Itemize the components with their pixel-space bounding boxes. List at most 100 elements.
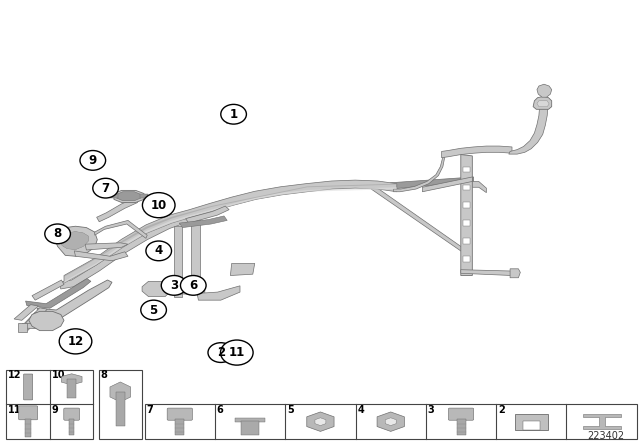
Polygon shape — [463, 185, 470, 190]
Polygon shape — [191, 220, 200, 291]
FancyBboxPatch shape — [116, 392, 125, 426]
Polygon shape — [59, 215, 189, 289]
Text: 4: 4 — [155, 244, 163, 258]
Polygon shape — [463, 238, 470, 244]
Polygon shape — [64, 184, 397, 277]
Text: 6: 6 — [217, 405, 223, 415]
Polygon shape — [61, 374, 82, 385]
Polygon shape — [230, 263, 255, 276]
FancyBboxPatch shape — [175, 419, 184, 435]
Text: 3: 3 — [170, 279, 178, 292]
Text: 12: 12 — [67, 335, 84, 348]
FancyBboxPatch shape — [24, 374, 33, 400]
Polygon shape — [390, 177, 474, 189]
Polygon shape — [22, 323, 48, 329]
FancyBboxPatch shape — [235, 418, 265, 422]
Polygon shape — [371, 184, 467, 255]
Text: 3: 3 — [428, 405, 435, 415]
Polygon shape — [179, 216, 227, 228]
Polygon shape — [463, 220, 470, 226]
Ellipse shape — [221, 340, 253, 365]
Text: 11: 11 — [228, 346, 245, 359]
Polygon shape — [461, 155, 472, 276]
FancyBboxPatch shape — [67, 379, 76, 398]
Text: 9: 9 — [52, 405, 59, 415]
FancyBboxPatch shape — [515, 414, 548, 430]
Text: 11: 11 — [8, 405, 22, 415]
Polygon shape — [537, 84, 552, 97]
FancyBboxPatch shape — [99, 370, 142, 439]
Polygon shape — [114, 190, 144, 202]
Ellipse shape — [180, 276, 206, 295]
Polygon shape — [307, 412, 334, 431]
Ellipse shape — [93, 178, 118, 198]
Ellipse shape — [146, 241, 172, 261]
Polygon shape — [55, 226, 97, 256]
Polygon shape — [140, 194, 148, 198]
Polygon shape — [422, 177, 472, 192]
Polygon shape — [37, 280, 112, 318]
Text: 7: 7 — [147, 405, 154, 415]
Text: 223402: 223402 — [587, 431, 624, 441]
Text: 8: 8 — [54, 227, 61, 241]
Text: 2: 2 — [217, 346, 225, 359]
Text: 8: 8 — [100, 370, 108, 380]
Text: 10: 10 — [52, 370, 65, 380]
FancyBboxPatch shape — [64, 408, 79, 420]
FancyBboxPatch shape — [69, 419, 74, 435]
Polygon shape — [385, 418, 396, 426]
Polygon shape — [377, 412, 404, 431]
Polygon shape — [168, 289, 205, 295]
Polygon shape — [463, 202, 470, 208]
Polygon shape — [26, 279, 91, 308]
Polygon shape — [64, 187, 397, 283]
FancyBboxPatch shape — [449, 408, 474, 420]
Polygon shape — [18, 323, 27, 332]
Polygon shape — [29, 311, 64, 331]
Ellipse shape — [141, 300, 166, 320]
FancyBboxPatch shape — [6, 370, 93, 439]
Polygon shape — [582, 414, 621, 429]
Polygon shape — [463, 167, 470, 172]
Polygon shape — [74, 251, 128, 261]
Polygon shape — [97, 198, 138, 222]
FancyBboxPatch shape — [523, 421, 540, 430]
Polygon shape — [461, 270, 512, 276]
Polygon shape — [116, 192, 141, 201]
Ellipse shape — [60, 329, 92, 354]
Polygon shape — [110, 194, 118, 198]
Polygon shape — [472, 181, 486, 193]
Ellipse shape — [143, 193, 175, 218]
Polygon shape — [510, 269, 520, 278]
Polygon shape — [85, 243, 128, 250]
FancyBboxPatch shape — [19, 406, 38, 420]
Polygon shape — [24, 308, 47, 325]
Polygon shape — [394, 157, 445, 192]
Text: 10: 10 — [150, 198, 167, 212]
Polygon shape — [32, 280, 64, 300]
Ellipse shape — [221, 104, 246, 124]
Ellipse shape — [208, 343, 234, 362]
Polygon shape — [442, 146, 512, 158]
Ellipse shape — [80, 151, 106, 170]
Polygon shape — [197, 286, 240, 300]
Polygon shape — [537, 101, 549, 107]
FancyBboxPatch shape — [167, 408, 193, 420]
Polygon shape — [315, 418, 326, 426]
Text: 7: 7 — [102, 181, 109, 195]
Ellipse shape — [45, 224, 70, 244]
Polygon shape — [509, 108, 548, 154]
Text: 6: 6 — [189, 279, 197, 292]
Polygon shape — [61, 232, 88, 250]
Polygon shape — [186, 206, 229, 223]
FancyBboxPatch shape — [456, 419, 465, 435]
Text: 12: 12 — [8, 370, 22, 380]
Polygon shape — [110, 382, 131, 402]
Polygon shape — [64, 180, 397, 283]
FancyBboxPatch shape — [25, 419, 31, 437]
Polygon shape — [463, 256, 470, 262]
Text: 5: 5 — [287, 405, 294, 415]
Text: 5: 5 — [150, 303, 157, 317]
Polygon shape — [95, 220, 147, 238]
FancyBboxPatch shape — [241, 421, 259, 435]
